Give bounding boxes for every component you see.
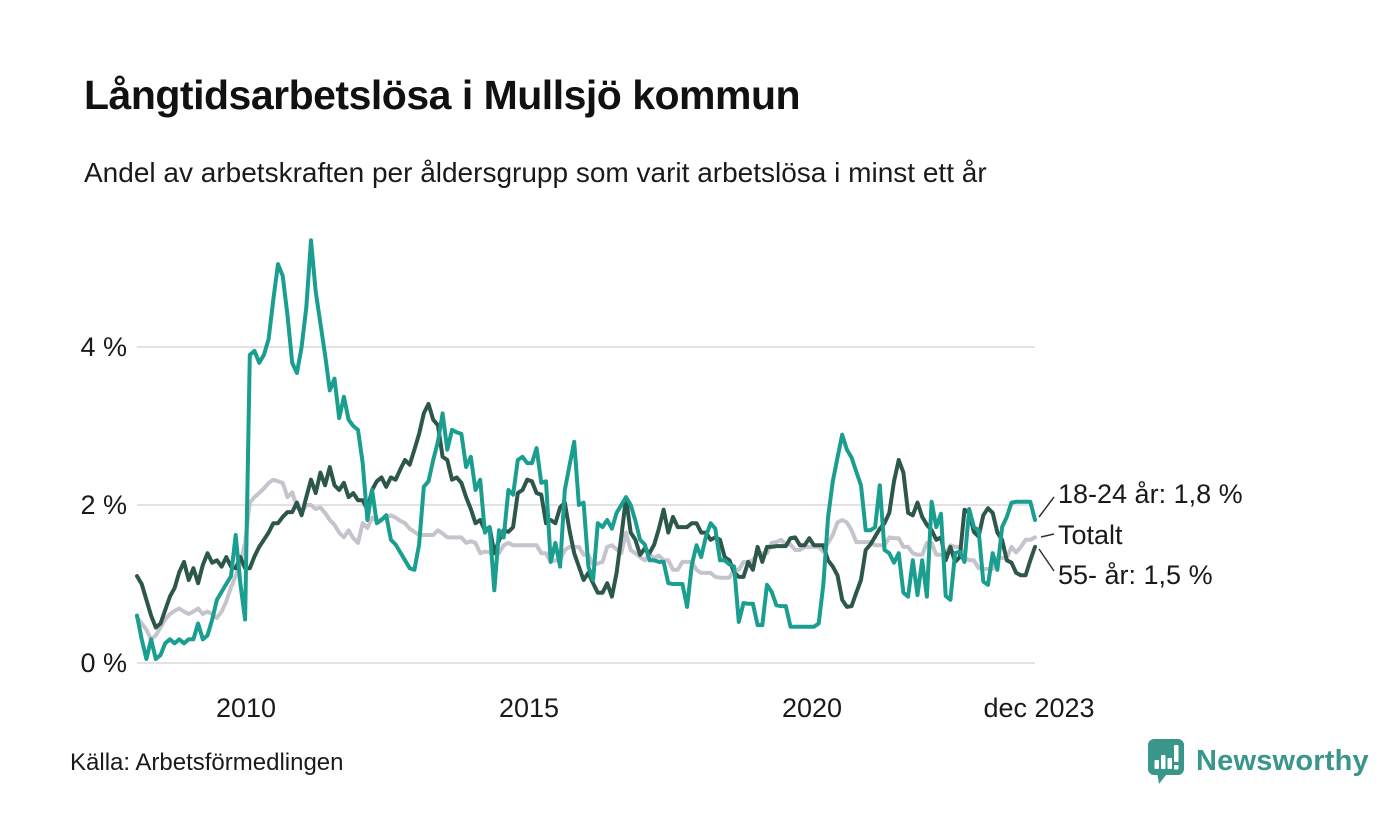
annotation-connector	[1038, 496, 1055, 518]
x-axis-tick-dec-2023: dec 2023	[983, 693, 1095, 723]
brand-logo: Newsworthy	[1146, 735, 1369, 787]
source-caption: Källa: Arbetsförmedlingen	[70, 749, 344, 776]
series-label-18-24: 18-24 år: 1,8 %	[1058, 479, 1243, 509]
x-axis-tick-2010: 2010	[215, 693, 277, 723]
line-series-18-24-r	[135, 238, 1037, 661]
series-label-55: 55- år: 1,5 %	[1058, 560, 1213, 590]
annotation-connector	[1038, 548, 1055, 572]
annotation-connector	[1040, 533, 1055, 538]
y-axis-tick-0: 0 %	[80, 648, 127, 678]
page-subtitle: Andel av arbetskraften per åldersgrupp s…	[84, 157, 987, 188]
line-series-55-r	[135, 401, 1037, 630]
series-label-totalt: Totalt	[1058, 520, 1123, 550]
y-axis-tick-2: 2 %	[80, 490, 127, 520]
x-axis-tick-2020: 2020	[781, 693, 843, 723]
y-axis-tick-4: 4 %	[80, 332, 127, 362]
newsworthy-icon	[1148, 739, 1184, 784]
x-axis-tick-2015: 2015	[498, 693, 560, 723]
brand-name: Newsworthy	[1196, 744, 1369, 777]
page-title: Långtidsarbetslösa i Mullsjö kommun	[84, 72, 801, 118]
